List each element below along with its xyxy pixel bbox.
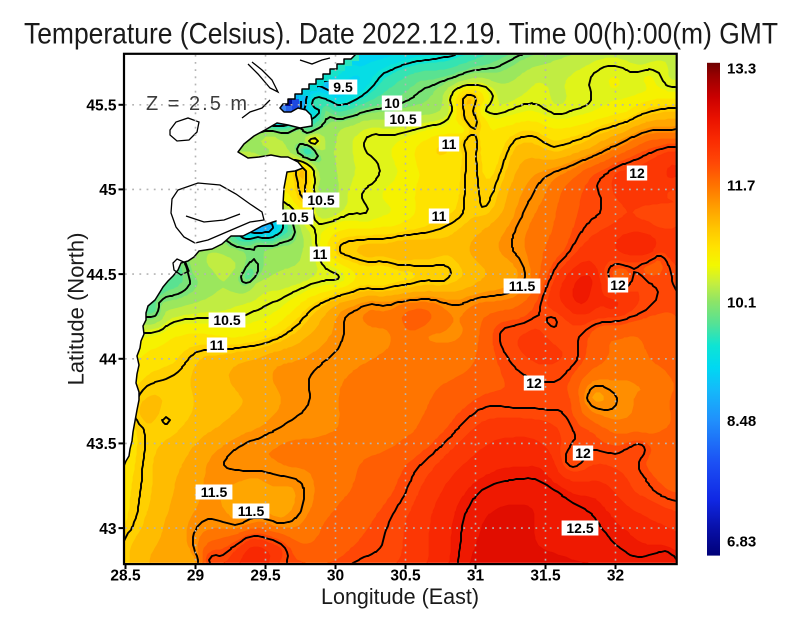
svg-text:8.48: 8.48 (727, 413, 756, 430)
svg-text:45: 45 (99, 182, 117, 199)
svg-text:44: 44 (99, 352, 117, 369)
svg-text:43: 43 (99, 521, 117, 538)
svg-text:30.5: 30.5 (390, 568, 421, 585)
svg-text:31: 31 (467, 568, 485, 585)
svg-text:12.5: 12.5 (566, 520, 593, 536)
svg-text:Temperature (Celsius). Date 20: Temperature (Celsius). Date 2022.12.19. … (24, 17, 778, 50)
svg-text:28.5: 28.5 (110, 568, 141, 585)
svg-text:11.5: 11.5 (509, 278, 536, 294)
svg-text:12: 12 (526, 375, 542, 391)
svg-text:43.5: 43.5 (86, 436, 117, 453)
svg-text:9.5: 9.5 (333, 79, 353, 95)
svg-text:11: 11 (210, 337, 225, 353)
svg-text:11.5: 11.5 (201, 484, 228, 500)
svg-text:10.1: 10.1 (727, 294, 756, 311)
svg-text:44.5: 44.5 (86, 267, 117, 284)
svg-text:Longitude (East): Longitude (East) (321, 584, 479, 609)
svg-text:10.5: 10.5 (307, 192, 334, 208)
svg-text:10.5: 10.5 (213, 312, 240, 328)
svg-text:12: 12 (629, 165, 645, 181)
svg-text:31.5: 31.5 (530, 568, 561, 585)
svg-text:11: 11 (313, 246, 328, 262)
svg-text:12: 12 (575, 445, 591, 461)
svg-text:11.5: 11.5 (238, 503, 265, 519)
svg-text:45.5: 45.5 (86, 98, 117, 115)
svg-text:11: 11 (432, 208, 447, 224)
svg-text:10.5: 10.5 (281, 209, 308, 225)
svg-text:30: 30 (327, 568, 344, 585)
svg-text:10: 10 (384, 95, 400, 111)
svg-text:29: 29 (187, 568, 205, 585)
svg-text:12: 12 (610, 277, 626, 293)
svg-text:Z = 2.5 m: Z = 2.5 m (146, 93, 249, 115)
svg-text:10.5: 10.5 (389, 111, 416, 127)
svg-text:Latitude (North): Latitude (North) (64, 233, 89, 386)
svg-text:13.3: 13.3 (727, 60, 756, 77)
svg-text:29.5: 29.5 (250, 568, 281, 585)
svg-text:32: 32 (607, 568, 624, 585)
svg-text:11.7: 11.7 (727, 177, 755, 194)
svg-text:6.83: 6.83 (727, 534, 756, 551)
svg-text:11: 11 (442, 136, 457, 152)
